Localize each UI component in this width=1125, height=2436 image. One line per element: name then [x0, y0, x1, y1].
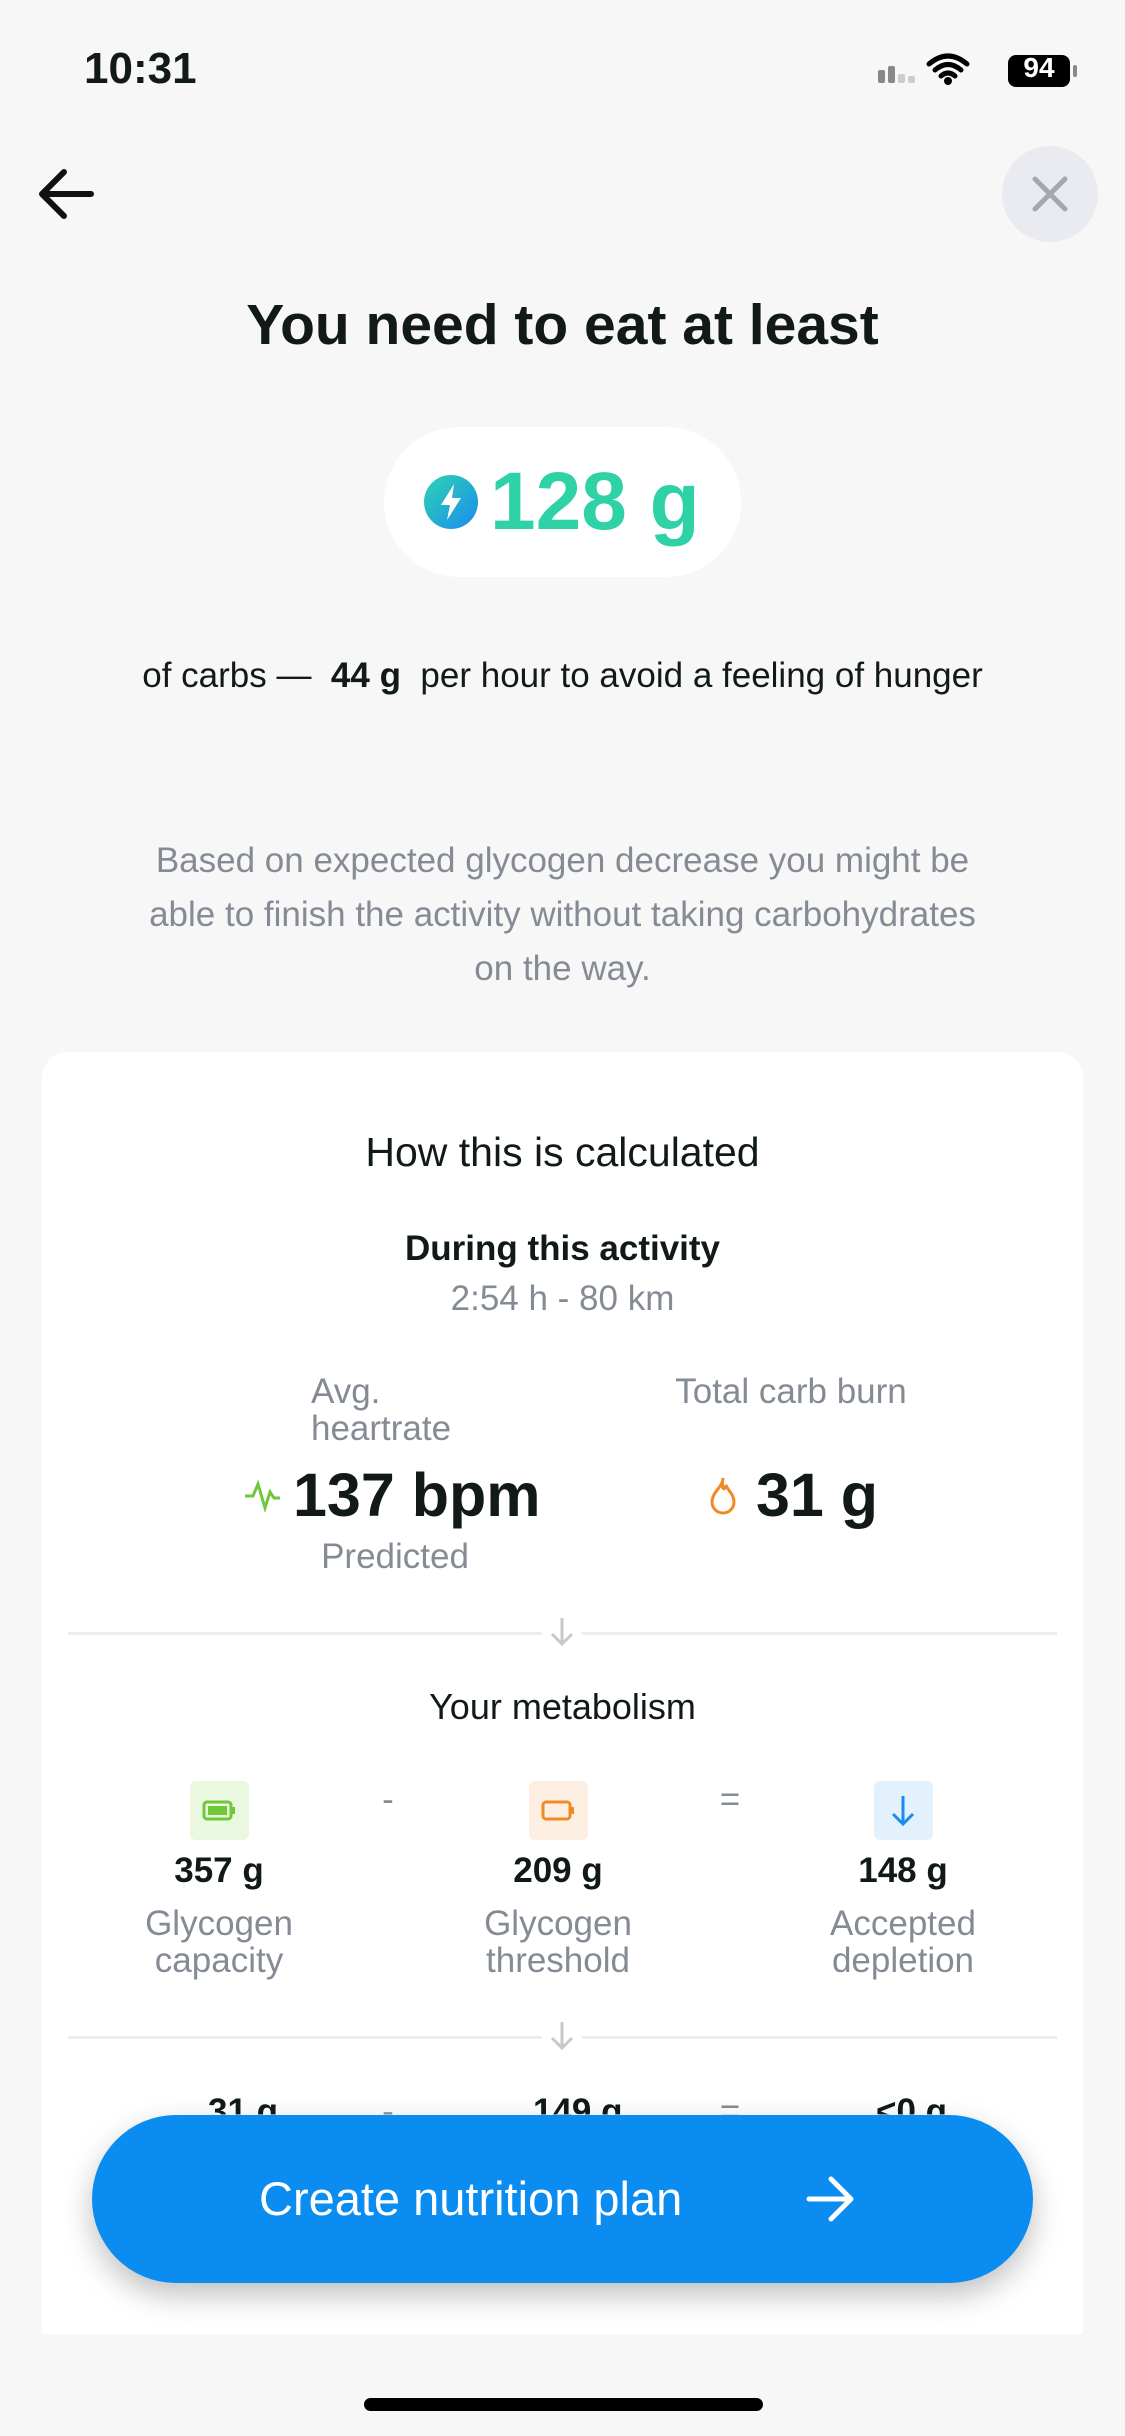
icon-box	[190, 1781, 249, 1840]
metric-value: 357 g	[174, 1851, 264, 1890]
metric-label: Glycogen threshold	[484, 1904, 632, 1980]
desc-rate: 44 g	[330, 656, 401, 695]
section-title: Your metabolism	[429, 1686, 696, 1727]
flame-icon	[710, 1477, 736, 1515]
heart-icon	[245, 1479, 280, 1512]
description: of carbs — 44 g per hour to avoid a feel…	[140, 649, 985, 702]
battery-level: 94	[1023, 52, 1055, 83]
stat-label: Total carb burn	[675, 1372, 907, 1411]
icon-box	[874, 1781, 933, 1840]
icon-box	[529, 1781, 588, 1840]
operator: =	[719, 1780, 741, 1819]
down-arrow	[542, 2016, 582, 2056]
operator: -	[382, 2092, 394, 2131]
metric-label: Glycogen capacity	[145, 1904, 293, 1980]
back-button[interactable]	[36, 166, 98, 222]
activity-detail: 2:54 h - 80 km	[450, 1279, 675, 1318]
activity-label: During this activity	[404, 1229, 721, 1268]
metric-label: Accepted depletion	[830, 1904, 976, 1980]
operator: -	[382, 1780, 394, 1819]
status-icons	[878, 53, 1077, 87]
desc-text: per hour to avoid a feeling of hunger	[420, 656, 983, 695]
stat-label: Avg. heartrate	[311, 1372, 452, 1448]
create-plan-button[interactable]: Create nutrition plan	[92, 2115, 1033, 2283]
stat-value: 31 g	[756, 1461, 879, 1529]
desc-text: of carbs —	[142, 656, 312, 695]
title: You need to eat at least	[246, 293, 879, 357]
button-label: Create nutrition plan	[259, 2172, 683, 2225]
card-title: How this is calculated	[365, 1129, 760, 1175]
info-text: Based on expected glycogen decrease you …	[149, 841, 976, 988]
stat-value: 137 bpm	[293, 1461, 541, 1529]
stat-note: Predicted	[321, 1537, 469, 1576]
home-indicator	[364, 2398, 763, 2411]
carb-icon	[424, 475, 478, 529]
metric-value: 209 g	[513, 1851, 603, 1890]
close-button[interactable]	[1001, 145, 1099, 243]
button-arrow	[806, 2176, 854, 2222]
metric-value: 148 g	[858, 1851, 948, 1890]
status-time: 10:31	[84, 44, 197, 93]
amount: 128 g	[490, 456, 700, 547]
down-arrow	[542, 1612, 582, 1652]
